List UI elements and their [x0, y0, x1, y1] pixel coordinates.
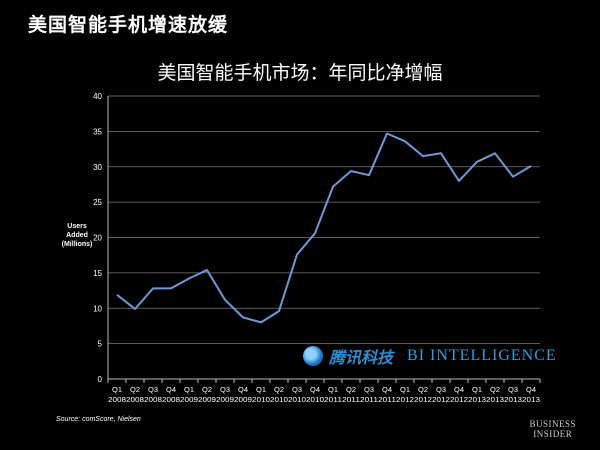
x-tick-label-quarter: Q1 — [184, 385, 194, 394]
y-tick-label: 25 — [93, 198, 102, 207]
x-tick-label-quarter: Q4 — [454, 385, 464, 394]
x-tick-label-quarter: Q4 — [310, 385, 320, 394]
x-tick-label-year: 2008 — [162, 395, 180, 404]
x-tick-label-year: 2012 — [450, 395, 468, 404]
x-tick-label-year: 2012 — [414, 395, 432, 404]
source-note: Source: comScore, Nielsen — [56, 416, 141, 423]
x-tick-label-year: 2013 — [486, 395, 504, 404]
slide-title: 美国智能手机增速放缓 — [28, 14, 229, 36]
x-tick-label-year: 2009 — [198, 395, 216, 404]
x-tick-label-quarter: Q2 — [418, 385, 428, 394]
x-tick-label-quarter: Q3 — [148, 385, 158, 394]
x-tick-label-quarter: Q2 — [490, 385, 500, 394]
business-insider-logo: BUSINESS INSIDER — [529, 419, 576, 439]
y-tick-label: 30 — [93, 163, 102, 172]
series-line — [116, 132, 532, 324]
x-tick-label-year: 2010 — [288, 395, 306, 404]
x-tick-label-quarter: Q1 — [472, 385, 482, 394]
y-tick-label: 0 — [98, 375, 103, 384]
x-tick-label-quarter: Q2 — [274, 385, 284, 394]
tencent-logo-icon — [303, 346, 323, 366]
x-tick-label-year: 2009 — [234, 395, 252, 404]
x-tick-label-quarter: Q1 — [328, 385, 338, 394]
x-tick-label-quarter: Q1 — [400, 385, 410, 394]
x-tick-label-quarter: Q2 — [202, 385, 212, 394]
y-axis-label-line-3: (Millions) — [61, 241, 93, 248]
y-axis-label-line-1: Users — [67, 223, 87, 230]
y-tick-label: 5 — [98, 340, 103, 349]
x-tick-label-year: 2010 — [270, 395, 288, 404]
x-tick-label-year: 2011 — [342, 395, 360, 404]
x-tick-label-quarter: Q4 — [526, 385, 536, 394]
x-tick-label-year: 2012 — [432, 395, 450, 404]
tencent-watermark-text: 腾讯科技 — [329, 348, 394, 367]
x-tick-label-year: 2012 — [396, 395, 414, 404]
x-tick-label-year: 2011 — [324, 395, 342, 404]
y-tick-label: 40 — [93, 92, 102, 101]
chart-title: 美国智能手机市场：年同比净增幅 — [157, 62, 443, 84]
y-axis-label-line-2: Added — [66, 232, 88, 239]
x-tick-label-quarter: Q4 — [382, 385, 392, 394]
x-tick-label-quarter: Q2 — [130, 385, 140, 394]
y-tick-label: 20 — [93, 234, 102, 243]
x-tick-label-year: 2013 — [522, 395, 540, 404]
y-axis-label: Users Added (Millions) — [48, 222, 106, 249]
x-tick-label-year: 2008 — [126, 395, 144, 404]
x-tick-label-year: 2008 — [108, 395, 126, 404]
x-tick-label-quarter: Q1 — [112, 385, 122, 394]
bi-intelligence-watermark: BI INTELLIGENCE — [407, 347, 557, 364]
logo-line-2: INSIDER — [533, 429, 573, 439]
x-tick-label-quarter: Q3 — [364, 385, 374, 394]
x-tick-label-year: 2011 — [378, 395, 396, 404]
x-tick-label-quarter: Q3 — [292, 385, 302, 394]
x-tick-label-year: 2009 — [180, 395, 198, 404]
x-tick-label-quarter: Q3 — [508, 385, 518, 394]
y-tick-label: 35 — [93, 127, 102, 136]
y-tick-label: 10 — [93, 304, 102, 313]
x-tick-label-quarter: Q3 — [436, 385, 446, 394]
x-tick-label-year: 2011 — [360, 395, 378, 404]
y-tick-label: 15 — [93, 269, 102, 278]
x-tick-label-quarter: Q4 — [238, 385, 248, 394]
logo-line-1: BUSINESS — [529, 419, 576, 429]
watermark: 腾讯科技 BI INTELLIGENCE — [303, 344, 557, 368]
x-tick-label-year: 2013 — [504, 395, 522, 404]
x-tick-label-quarter: Q4 — [166, 385, 176, 394]
x-tick-label-year: 2013 — [468, 395, 486, 404]
x-tick-label-year: 2010 — [306, 395, 324, 404]
x-tick-label-year: 2009 — [216, 395, 234, 404]
x-tick-label-year: 2010 — [252, 395, 270, 404]
x-tick-label-quarter: Q3 — [220, 385, 230, 394]
x-tick-label-quarter: Q1 — [256, 385, 266, 394]
x-tick-label-quarter: Q2 — [346, 385, 356, 394]
x-tick-label-year: 2008 — [144, 395, 162, 404]
